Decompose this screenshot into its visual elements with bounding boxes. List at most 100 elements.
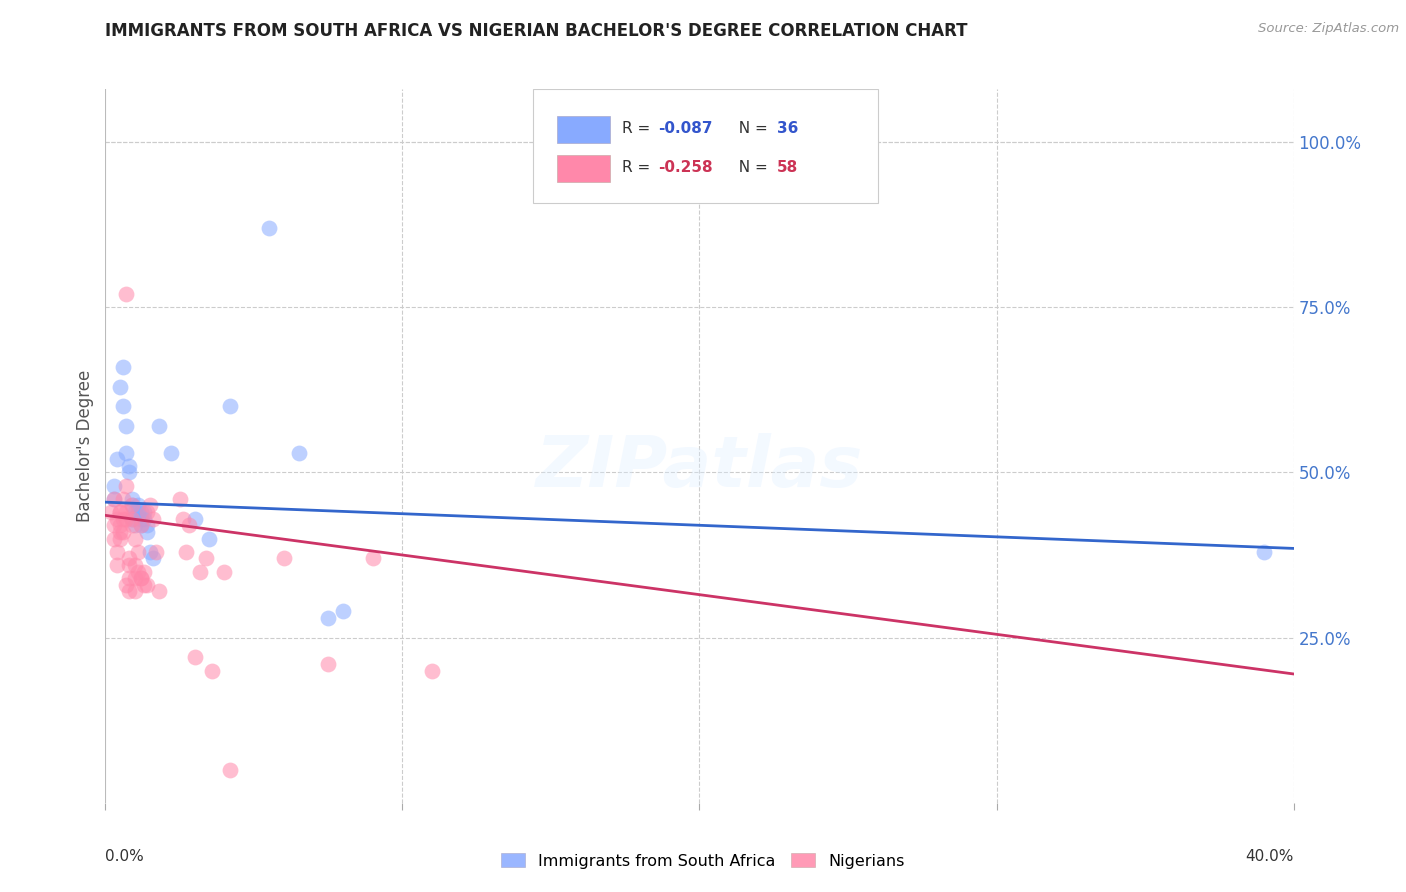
Point (124, 532, 146, 546)
Y-axis label: Bachelor's Degree: Bachelor's Degree (76, 370, 94, 522)
Point (136, 505, 159, 519)
FancyBboxPatch shape (557, 116, 610, 143)
Point (115, 578, 138, 592)
Point (190, 565, 212, 579)
Point (110, 532, 132, 546)
Point (115, 511, 138, 525)
Point (118, 551, 141, 566)
Point (103, 518, 125, 533)
Point (112, 491, 135, 506)
Text: N =: N = (730, 161, 773, 175)
Point (142, 551, 165, 566)
Point (127, 499, 149, 513)
Point (115, 445, 138, 459)
Point (132, 578, 155, 592)
Point (115, 419, 138, 434)
Point (118, 571, 141, 585)
Point (129, 518, 152, 533)
Point (112, 511, 135, 525)
Point (145, 545, 167, 559)
Text: IMMIGRANTS FROM SOUTH AFRICA VS NIGERIAN BACHELOR'S DEGREE CORRELATION CHART: IMMIGRANTS FROM SOUTH AFRICA VS NIGERIAN… (105, 22, 967, 40)
Point (183, 650, 205, 665)
Point (127, 505, 149, 519)
Point (316, 657, 339, 671)
Point (136, 524, 159, 539)
Point (127, 545, 149, 559)
Point (118, 458, 141, 473)
Point (124, 505, 146, 519)
Point (129, 505, 152, 519)
Point (219, 763, 242, 777)
Text: -0.258: -0.258 (658, 161, 713, 175)
Text: 58: 58 (776, 161, 799, 175)
Point (169, 491, 191, 506)
Point (121, 491, 143, 506)
Point (110, 505, 132, 519)
Point (257, 221, 280, 235)
Point (332, 604, 354, 618)
Text: ZIPatlas: ZIPatlas (536, 433, 863, 502)
Point (112, 400, 135, 414)
Point (129, 511, 152, 525)
Point (132, 505, 155, 519)
Point (103, 491, 125, 506)
Point (118, 558, 141, 572)
FancyBboxPatch shape (533, 89, 877, 203)
Point (172, 511, 194, 525)
Text: Source: ZipAtlas.com: Source: ZipAtlas.com (1258, 22, 1399, 36)
Point (103, 532, 125, 546)
Point (174, 545, 197, 559)
Point (136, 518, 159, 533)
Text: R =: R = (623, 161, 655, 175)
Point (115, 478, 138, 492)
Point (183, 511, 205, 525)
Point (121, 511, 143, 525)
Point (198, 532, 221, 546)
Point (121, 499, 143, 513)
Point (115, 505, 138, 519)
Point (142, 511, 165, 525)
Point (127, 565, 149, 579)
Point (124, 571, 146, 585)
Point (103, 478, 125, 492)
Point (129, 518, 152, 533)
Point (177, 518, 200, 533)
Point (110, 505, 132, 519)
Point (103, 491, 125, 506)
Text: R =: R = (623, 121, 655, 136)
Text: 0.0%: 0.0% (105, 849, 145, 864)
Point (195, 551, 218, 566)
Point (214, 565, 236, 579)
Point (105, 545, 128, 559)
Point (132, 511, 155, 525)
Point (118, 466, 141, 480)
Point (136, 578, 159, 592)
Point (159, 445, 181, 459)
Point (139, 499, 162, 513)
Point (148, 584, 170, 599)
Point (121, 511, 143, 525)
Point (287, 445, 309, 459)
Point (139, 545, 162, 559)
Point (132, 565, 155, 579)
Point (112, 524, 135, 539)
Point (110, 524, 132, 539)
Point (124, 584, 146, 599)
Point (100, 505, 122, 519)
Point (105, 558, 128, 572)
Point (361, 551, 384, 566)
Point (115, 287, 138, 301)
Point (1253, 545, 1275, 559)
FancyBboxPatch shape (557, 155, 610, 182)
Legend: Immigrants from South Africa, Nigerians: Immigrants from South Africa, Nigerians (495, 847, 911, 875)
Point (118, 584, 141, 599)
Point (124, 558, 146, 572)
Point (112, 359, 135, 374)
Point (201, 664, 224, 678)
Point (129, 571, 152, 585)
Point (121, 518, 143, 533)
Point (121, 499, 143, 513)
Point (148, 419, 170, 434)
Text: 36: 36 (776, 121, 799, 136)
Point (420, 664, 443, 678)
